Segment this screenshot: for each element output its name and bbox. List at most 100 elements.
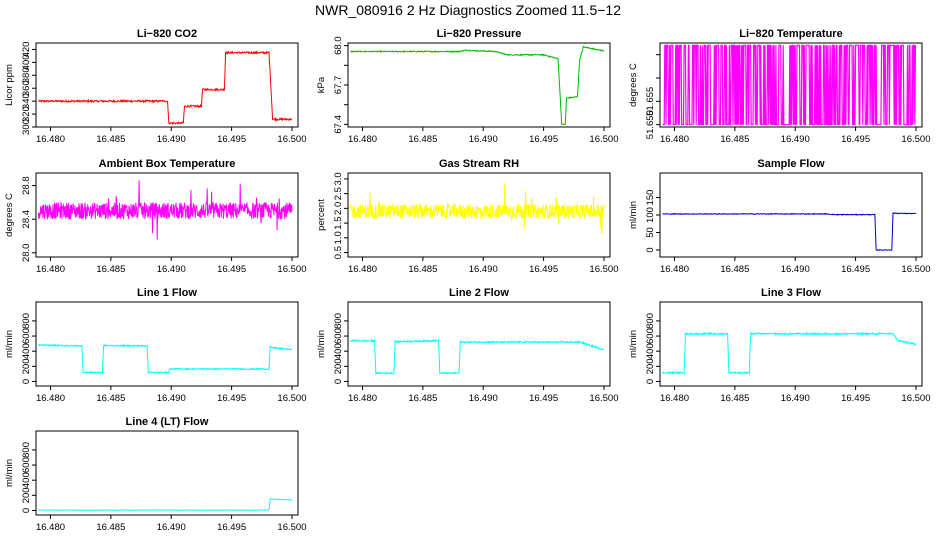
x-tick-label: 16.490: [781, 134, 810, 145]
panel-7: Line 1 Flow 16.480 16.485 16.490 16.495 16.50…: [4, 287, 306, 404]
y-tick-label: 0: [645, 379, 656, 384]
x-tick-label: 16.490: [469, 393, 498, 404]
x-tick-label: 16.495: [217, 264, 246, 275]
y-tick-label: 200: [645, 358, 656, 374]
y-tick-label: 150: [645, 190, 656, 206]
panel-title: Line 1 Flow: [137, 287, 197, 299]
x-tick-label: 16.495: [529, 134, 558, 145]
series-line: [38, 498, 292, 511]
x-tick-label: 16.480: [660, 393, 689, 404]
y-axis-label: ml/min: [628, 330, 639, 358]
x-tick-label: 16.495: [529, 393, 558, 404]
series-line: [662, 44, 917, 126]
y-tick-label: 67.7: [333, 76, 344, 95]
y-axis-label: degrees C: [628, 63, 639, 107]
x-tick-label: 16.490: [469, 264, 498, 275]
x-tick-label: 16.490: [781, 393, 810, 404]
y-tick-label: 200: [21, 358, 32, 374]
y-tick-label: 28.4: [21, 210, 32, 229]
panel-title: Line 3 Flow: [761, 287, 821, 299]
series-line: [349, 338, 605, 375]
x-tick-label: 16.500: [589, 134, 618, 145]
y-tick-label: 400: [21, 472, 32, 488]
series-line: [38, 343, 293, 375]
y-tick-label: 1.5: [333, 216, 344, 229]
x-tick-label: 16.480: [36, 134, 65, 145]
y-tick-label: 68.0: [333, 36, 344, 55]
y-tick-label: 400: [21, 343, 32, 359]
y-tick-label: 2.0: [333, 202, 344, 215]
panel-title: Li−820 CO2: [137, 28, 197, 40]
x-tick-label: 16.485: [720, 393, 749, 404]
panel-2: Li−820 Pressure 16.480 16.485 16.490 16.495 1…: [316, 28, 618, 145]
x-tick-label: 16.485: [96, 393, 125, 404]
y-tick-label: 400: [333, 343, 344, 359]
y-tick-label: 0.5: [333, 246, 344, 259]
plot-frame: [35, 301, 299, 387]
figure-title: NWR_080916 2 Hz Diagnostics Zoomed 11.5−…: [315, 2, 621, 18]
x-tick-label: 16.485: [720, 134, 749, 145]
y-tick-label: 800: [21, 442, 32, 458]
y-tick-label: 51.650: [645, 110, 656, 139]
x-tick-label: 16.495: [217, 134, 246, 145]
panel-title: Gas Stream RH: [439, 158, 519, 170]
panel-4: Ambient Box Temperature 16.480 16.485 16.49…: [4, 158, 306, 275]
y-tick-label: 3.0: [333, 172, 344, 185]
y-tick-label: 28.8: [21, 176, 32, 195]
panel-1: Li−820 CO2 16.480 16.485 16.490 16.495 16.500…: [4, 28, 306, 145]
panel-title: Li−820 Temperature: [739, 28, 842, 40]
panel-8: Line 2 Flow 16.480 16.485 16.490 16.495 16.50…: [316, 287, 618, 404]
y-tick-label: 200: [333, 358, 344, 374]
y-tick-label: 600: [645, 328, 656, 344]
plot-frame: [659, 301, 923, 387]
plot-frame: [659, 42, 923, 128]
x-tick-label: 16.500: [277, 264, 306, 275]
series-line: [349, 183, 605, 235]
plot-frame: [35, 42, 299, 128]
y-tick-label: 51.655: [645, 87, 656, 116]
y-tick-label: 67.4: [333, 115, 344, 134]
x-tick-label: 16.480: [660, 134, 689, 145]
plot-frame: [35, 430, 299, 516]
x-tick-label: 16.485: [408, 393, 437, 404]
x-tick-label: 16.480: [660, 264, 689, 275]
x-tick-label: 16.480: [36, 393, 65, 404]
y-tick-label: 600: [21, 457, 32, 473]
plot-frame: [347, 42, 611, 128]
y-tick-label: 50: [645, 227, 656, 238]
x-tick-label: 16.485: [96, 522, 125, 533]
plot-frame: [659, 172, 923, 258]
y-tick-label: 28.0: [21, 244, 32, 262]
panel-10: Line 4 (LT) Flow 16.480 16.485 16.490 16.495…: [4, 416, 306, 533]
y-axis-label: ml/min: [4, 459, 15, 487]
series-line: [38, 50, 293, 126]
y-tick-label: 320: [21, 106, 32, 122]
series-line: [661, 331, 916, 376]
y-tick-label: 0: [21, 508, 32, 513]
x-tick-label: 16.500: [901, 393, 930, 404]
x-tick-label: 16.490: [157, 134, 186, 145]
panel-6: Sample Flow 16.480 16.485 16.490 16.495 16.50…: [628, 158, 930, 275]
x-tick-label: 16.495: [529, 264, 558, 275]
x-tick-label: 16.495: [841, 393, 870, 404]
x-tick-label: 16.495: [841, 134, 870, 145]
panel-9: Line 3 Flow 16.480 16.485 16.490 16.495 16.50…: [628, 287, 930, 404]
plot-frame: [347, 172, 611, 258]
y-tick-label: 2.5: [333, 187, 344, 200]
panel-title: Sample Flow: [757, 158, 825, 170]
y-tick-label: 400: [645, 343, 656, 359]
panel-5: Gas Stream RH 16.480 16.485 16.490 16.495 16.…: [316, 158, 618, 275]
y-tick-label: 800: [21, 313, 32, 329]
y-axis-label: Licor ppm: [4, 64, 15, 106]
x-tick-label: 16.485: [720, 264, 749, 275]
series-line: [37, 180, 293, 240]
series-line: [662, 211, 916, 251]
x-tick-label: 16.480: [36, 264, 65, 275]
series-line: [350, 45, 605, 126]
y-tick-label: 1.0: [333, 231, 344, 244]
panel-title: Line 4 (LT) Flow: [126, 416, 209, 428]
x-tick-label: 16.490: [469, 134, 498, 145]
x-tick-label: 16.485: [96, 264, 125, 275]
x-tick-label: 16.500: [901, 134, 930, 145]
y-tick-label: 360: [21, 80, 32, 96]
